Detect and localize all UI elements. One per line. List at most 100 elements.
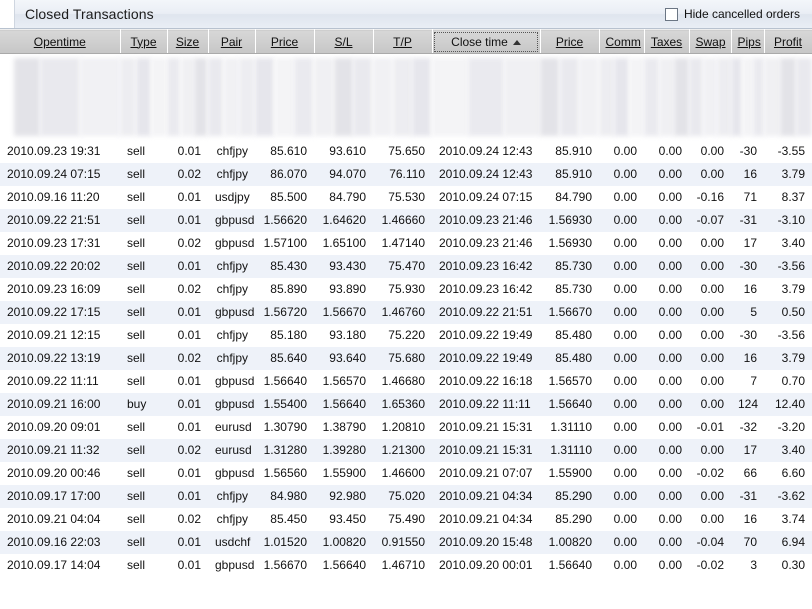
table-row[interactable]: 2010.09.22 13:19 sell 0.02 chfjpy 85.640 93.6…	[0, 347, 812, 370]
cell-type: sell	[127, 144, 146, 158]
cell-opentime: 2010.09.23 16:09	[7, 282, 101, 296]
hide-cancelled-label: Hide cancelled orders	[683, 7, 800, 21]
cell-tp: 1.47140	[381, 236, 425, 250]
placeholder-block	[239, 58, 255, 136]
placeholder-block	[540, 58, 560, 136]
cell-price: 85.430	[270, 259, 307, 273]
cell-opentime: 2010.09.24 07:15	[7, 167, 101, 181]
cell-tp: 75.680	[388, 351, 425, 365]
column-header-type[interactable]: Type	[120, 29, 168, 54]
table-row[interactable]: 2010.09.16 22:03 sell 0.01 usdchf 1.01520 1.0…	[0, 531, 812, 554]
table-row[interactable]: 2010.09.22 20:02 sell 0.01 chfjpy 85.430 93.4…	[0, 255, 812, 278]
placeholder-block	[599, 58, 614, 136]
hide-cancelled-orders-toggle[interactable]: Hide cancelled orders	[664, 7, 804, 21]
cell-size: 0.01	[177, 305, 201, 319]
cell-comm: 0.00	[613, 282, 637, 296]
column-header-price[interactable]: Price	[255, 29, 315, 54]
table-row[interactable]: 2010.09.21 11:32 sell 0.02 eurusd 1.31280 1.3…	[0, 439, 812, 462]
cell-profit: 3.79	[781, 167, 805, 181]
cell-profit: 6.94	[781, 535, 805, 549]
cell-size: 0.01	[177, 466, 201, 480]
cell-swap: -0.07	[696, 213, 724, 227]
table-row[interactable]: 2010.09.20 00:46 sell 0.01 gbpusd 1.56560 1.5…	[0, 462, 812, 485]
table-row[interactable]: 2010.09.22 11:11 sell 0.01 gbpusd 1.56640 1.5…	[0, 370, 812, 393]
table-row[interactable]: 2010.09.20 09:01 sell 0.01 eurusd 1.30790 1.3…	[0, 416, 812, 439]
placeholder-block	[644, 58, 659, 136]
cell-cprice: 85.730	[555, 282, 592, 296]
placeholder-block	[373, 58, 393, 136]
column-header-comm[interactable]: Comm	[599, 29, 645, 54]
column-header-cprice[interactable]: Price	[540, 29, 600, 54]
panel-titlebar: Closed Transactions Hide cancelled order…	[0, 0, 812, 29]
table-row[interactable]: 2010.09.17 17:00 sell 0.01 chfjpy 84.980 92.9…	[0, 485, 812, 508]
cell-closetime: 2010.09.23 21:46	[439, 213, 533, 227]
table-row[interactable]: 2010.09.22 21:51 sell 0.01 gbpusd 1.56620 1.6…	[0, 209, 812, 232]
column-header-opentime[interactable]: Opentime	[0, 29, 121, 54]
column-header-swap[interactable]: Swap	[689, 29, 732, 54]
column-header-profit[interactable]: Profit	[764, 29, 812, 54]
cell-comm: 0.00	[613, 328, 637, 342]
cell-type: sell	[127, 489, 146, 503]
closed-transactions-grid[interactable]: Opentime Type Size Pair Price S/L T/P Close tim…	[0, 29, 812, 609]
cell-tp: 1.65360	[381, 397, 425, 411]
cell-cprice: 1.56930	[548, 213, 592, 227]
table-row[interactable]: 2010.09.21 04:04 sell 0.02 chfjpy 85.450 93.4…	[0, 508, 812, 531]
table-row[interactable]: 2010.09.21 16:00 buy 0.01 gbpusd 1.55400 1.56…	[0, 393, 812, 416]
cell-price: 1.56640	[263, 374, 307, 388]
table-row[interactable]: 2010.09.23 16:09 sell 0.02 chfjpy 85.890 93.8…	[0, 278, 812, 301]
table-row[interactable]: 2010.09.22 17:15 sell 0.01 gbpusd 1.56720 1.5…	[0, 301, 812, 324]
placeholder-block	[764, 58, 780, 136]
cell-tp: 75.020	[388, 489, 425, 503]
table-row[interactable]: 2010.09.23 19:31 sell 0.01 chfjpy 85.610 93.6…	[0, 140, 812, 163]
cell-pips: 70	[743, 535, 757, 549]
cell-closetime: 2010.09.23 16:42	[439, 259, 533, 273]
cell-pair: gbpusd	[215, 236, 255, 250]
cell-price: 85.500	[270, 190, 307, 204]
cell-type: sell	[127, 512, 146, 526]
cell-tp: 0.91550	[381, 535, 425, 549]
cell-pips: -30	[739, 144, 757, 158]
placeholder-block	[353, 58, 373, 136]
column-header-size[interactable]: Size	[167, 29, 209, 54]
cell-pips: 5	[750, 305, 757, 319]
column-header-closetime[interactable]: Close time	[432, 29, 541, 54]
column-header-taxes[interactable]: Taxes	[644, 29, 690, 54]
cell-closetime: 2010.09.22 16:18	[439, 374, 533, 388]
table-row[interactable]: 2010.09.23 17:31 sell 0.02 gbpusd 1.57100 1.6…	[0, 232, 812, 255]
column-header-sl[interactable]: S/L	[314, 29, 374, 54]
cell-pair: gbpusd	[215, 305, 255, 319]
cell-pips: 17	[743, 443, 757, 457]
cell-taxes: 0.00	[658, 167, 682, 181]
cell-pair: eurusd	[215, 443, 252, 457]
cell-opentime: 2010.09.22 21:51	[7, 213, 101, 227]
column-header-pips[interactable]: Pips	[731, 29, 765, 54]
cell-opentime: 2010.09.17 14:04	[7, 558, 101, 572]
placeholder-block	[689, 58, 703, 136]
cell-pips: -31	[739, 213, 757, 227]
hide-cancelled-checkbox[interactable]	[664, 7, 678, 21]
cell-price: 85.640	[270, 351, 307, 365]
cell-tp: 75.220	[388, 328, 425, 342]
column-header-tp[interactable]: T/P	[373, 29, 433, 54]
cell-swap: 0.00	[700, 259, 724, 273]
cell-taxes: 0.00	[658, 558, 682, 572]
cell-taxes: 0.00	[658, 236, 682, 250]
table-body[interactable]: 2010.09.23 19:31 sell 0.01 chfjpy 85.610 93.6…	[0, 140, 812, 577]
cell-closetime: 2010.09.23 16:42	[439, 282, 533, 296]
table-row[interactable]: 2010.09.24 07:15 sell 0.02 chfjpy 86.070 94.0…	[0, 163, 812, 186]
cell-comm: 0.00	[613, 512, 637, 526]
table-row[interactable]: 2010.09.21 12:15 sell 0.01 chfjpy 85.180 93.1…	[0, 324, 812, 347]
cell-sl: 1.56640	[322, 558, 366, 572]
cell-profit: 6.60	[781, 466, 805, 480]
cell-taxes: 0.00	[658, 443, 682, 457]
cell-cprice: 85.290	[555, 489, 592, 503]
column-header-label: Price	[270, 34, 299, 49]
cell-profit: -3.55	[777, 144, 805, 158]
cell-price: 1.31280	[263, 443, 307, 457]
column-header-pair[interactable]: Pair	[208, 29, 256, 54]
cell-pips: 16	[743, 167, 757, 181]
table-row[interactable]: 2010.09.17 14:04 sell 0.01 gbpusd 1.56670 1.5…	[0, 554, 812, 577]
titlebar-left-edge	[0, 0, 15, 28]
cell-pips: 17	[743, 236, 757, 250]
table-row[interactable]: 2010.09.16 11:20 sell 0.01 usdjpy 85.500 84.7…	[0, 186, 812, 209]
